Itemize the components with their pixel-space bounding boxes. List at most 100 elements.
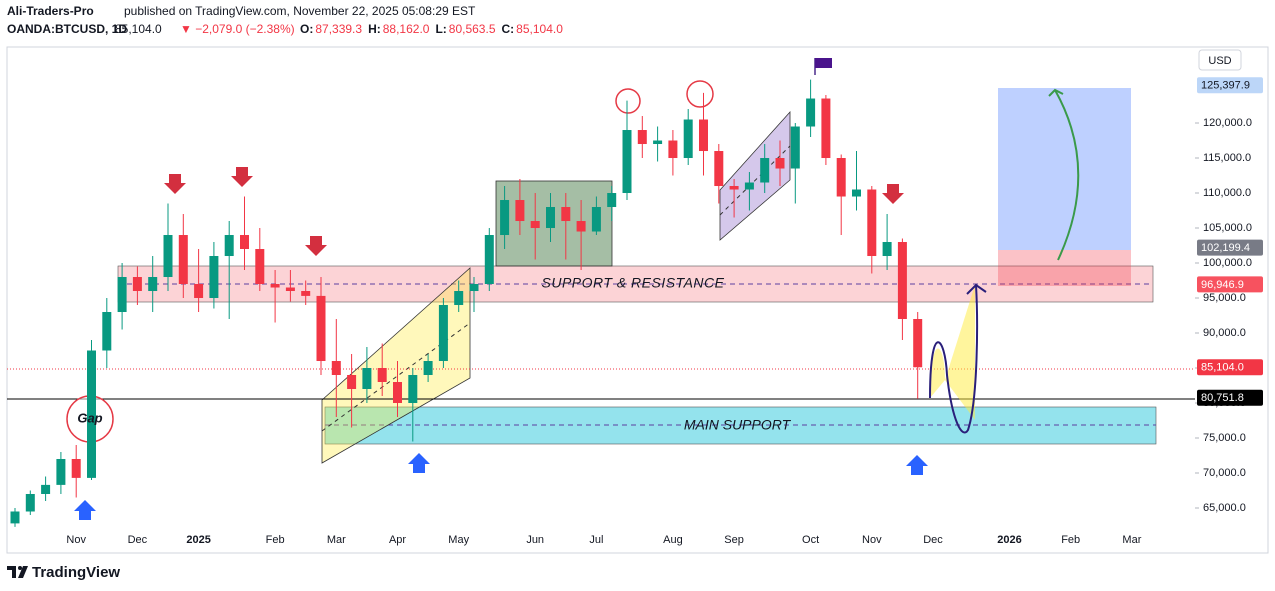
candle-body [897,242,907,320]
target-arrow [1054,89,1080,261]
candle-body [255,249,265,285]
channel-mid [719,145,791,216]
ohlc-value: 85,104.0 [516,22,563,36]
y-tick-label: 90,000.0 [1203,327,1246,339]
resistance-label: SUPPORT & RESISTANCE [542,275,725,291]
y-tick-label: 65,000.0 [1203,502,1246,514]
up-arrow [74,500,96,520]
down-arrow [164,174,186,194]
x-tick-label: Feb [266,534,285,546]
purple-channel [719,110,791,241]
top-circle [686,80,714,108]
candle-body [821,98,831,159]
x-tick-label: Aug [663,534,683,546]
x-tick-label: Jul [589,534,603,546]
x-tick-label: Nov [862,534,882,546]
x-tick-label: Feb [1061,534,1080,546]
forecast-path [929,284,979,434]
change: ▼ −2,079.0 (−2.38%) [180,22,295,36]
candle-body [148,277,158,292]
published: published on TradingView.com, November 2… [124,4,476,18]
price-label-box [1197,359,1263,376]
price-label-box [1197,389,1263,406]
y-tick-label: 70,000.0 [1203,467,1246,479]
y-tick-label: 75,000.0 [1203,432,1246,444]
candle-body [882,242,892,257]
candle-body [240,235,249,250]
x-tick-label: Mar [1122,534,1141,546]
ohlc-value: 80,563.5 [449,22,496,36]
x-tick-label: Dec [128,534,148,546]
price-label: 96,946.9 [1201,279,1244,291]
price: 85,104.0 [115,22,162,36]
candle-body [41,484,51,494]
price-label: 85,104.0 [1201,362,1244,374]
up-arrow [408,453,430,473]
logo [7,566,28,578]
candle-body [178,235,188,285]
currency: USD [1208,55,1231,67]
currency-box [1198,49,1242,71]
candle-body [546,207,555,229]
candle-body [87,350,96,478]
stop-box [998,250,1131,286]
ohlc-value: 88,162.0 [383,22,430,36]
candle-body [25,493,35,512]
price-label: 102,199.4 [1201,242,1250,254]
arrow-head [966,283,987,295]
target-box [998,88,1131,250]
ohlc-label: H: [368,22,381,36]
price-label-box [1197,239,1263,256]
candle-body [561,207,571,222]
arrow-head [1048,88,1064,97]
axes: 65,000.070,000.075,000.080,000.085,000.0… [66,77,1263,546]
candle-body [209,256,219,299]
candle-body [500,200,510,236]
candles [10,79,923,527]
y-tick-label: 105,000.0 [1203,222,1252,234]
candle-body [683,119,693,159]
price-axis [1195,48,1267,552]
candle-body [714,151,724,187]
ohlc-label: C: [502,22,515,36]
ohlc-label: L: [435,22,446,36]
candle-body [867,189,877,257]
price-label: 80,751.8 [1201,392,1244,404]
rising-channel [321,267,471,464]
candle-body [102,312,112,351]
candle-body [10,511,20,524]
candle-body [729,186,739,190]
support-label: MAIN SUPPORT [684,417,792,433]
candle-body [438,305,448,362]
candle-body [760,158,770,183]
candle-body [484,235,494,285]
x-tick-label: Jun [526,534,544,546]
brand: TradingView [32,564,120,581]
candle-body [132,277,142,292]
path-fill [945,285,975,420]
gap-label: Gap [77,410,102,425]
x-tick-label: May [448,534,469,546]
candle-body [301,291,311,296]
up-arrow [906,455,928,475]
y-tick-label: 110,000.0 [1203,187,1251,199]
candle-body [637,130,647,145]
down-arrows [164,167,904,256]
ohlc: O: 87,339.3 H: 88,162.0 L: 80,563.5 C: 85,104.0 [300,22,563,36]
x-tick-label: Apr [389,534,406,546]
ohlc-value: 87,339.3 [315,22,362,36]
candle-body [806,98,816,127]
candle-body [591,207,601,232]
candle-body [285,287,295,292]
candle-body [576,221,586,232]
candle-body [117,277,127,313]
ohlc-label: O: [300,22,313,36]
candle-body [408,375,418,403]
up-arrows [74,453,928,520]
candle-body [71,458,81,478]
candle-body [377,368,387,383]
candle-body [194,284,204,299]
candle-body [454,291,464,306]
candle-body [607,193,617,208]
